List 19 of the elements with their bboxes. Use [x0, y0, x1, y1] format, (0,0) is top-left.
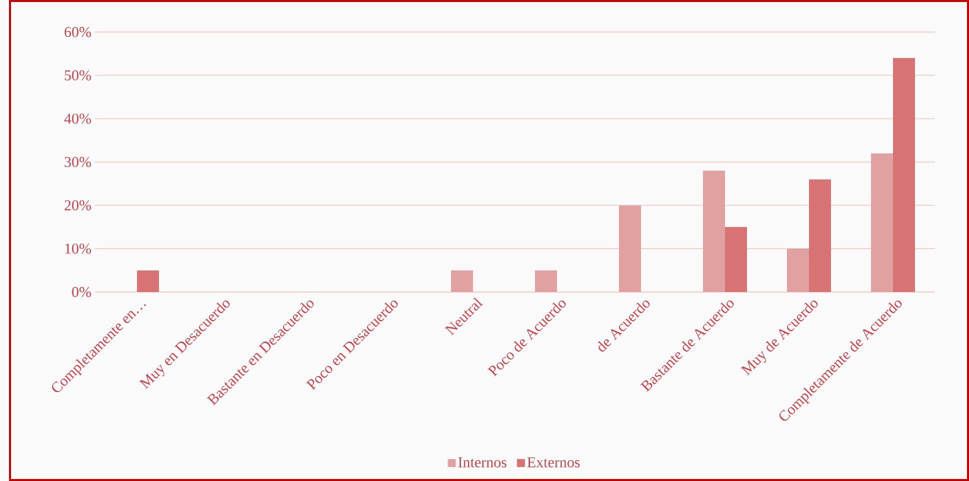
y-tick-label: 60%: [64, 26, 91, 38]
bar: [871, 153, 893, 292]
y-tick-label: 20%: [64, 200, 91, 210]
bar: [451, 270, 474, 292]
y-tick-label: 50%: [64, 70, 91, 80]
bar: [725, 226, 747, 292]
y-tick-label: 30%: [64, 156, 91, 168]
bar: [137, 270, 160, 292]
bar: [535, 270, 558, 292]
legend-label: Internos: [458, 457, 506, 468]
bar: [619, 205, 641, 292]
legend-label: Externos: [527, 457, 580, 468]
y-tick-label: 0%: [72, 286, 91, 298]
bar: [703, 170, 725, 292]
y-tick-label: 40%: [64, 114, 91, 124]
y-tick-label: 10%: [65, 244, 91, 254]
bar: [787, 248, 809, 292]
bar: [809, 179, 831, 292]
bar: [892, 58, 915, 292]
